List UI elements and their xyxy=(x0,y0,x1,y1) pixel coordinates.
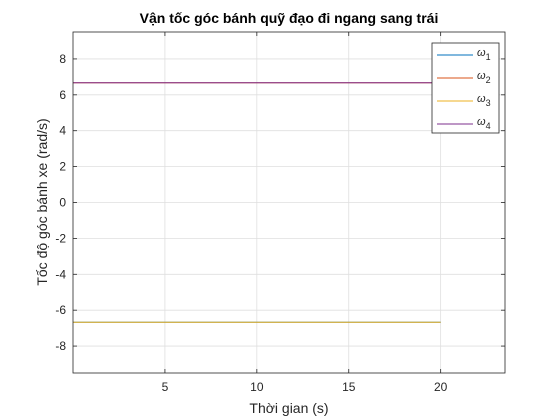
legend-box xyxy=(431,42,500,134)
legend-item-omega-2[interactable]: ω2 xyxy=(437,70,491,85)
x-tick-label: 10 xyxy=(250,380,264,394)
y-tick-label: -2 xyxy=(55,231,66,245)
x-tick-label: 15 xyxy=(342,380,356,394)
legend-label: ω4 xyxy=(477,116,491,131)
grid xyxy=(73,32,505,373)
tick-labels: 5 10 15 20 -8 -6 -4 -2 0 2 4 6 8 xyxy=(55,52,447,394)
y-tick-label: -8 xyxy=(55,339,66,353)
x-tick-label: 5 xyxy=(162,380,169,394)
legend-label: ω3 xyxy=(477,93,491,108)
legend[interactable]: ω1 ω2 ω3 ω4 xyxy=(431,42,500,134)
y-tick-label: 4 xyxy=(59,124,66,138)
legend-label: ω2 xyxy=(477,70,491,85)
y-axis-label: Tốc độ góc bánh xe (rad/s) xyxy=(34,118,50,285)
y-tick-label: 0 xyxy=(59,196,66,210)
x-axis-label: Thời gian (s) xyxy=(249,400,328,416)
y-tick-label: 6 xyxy=(59,88,66,102)
y-tick-label: 8 xyxy=(59,52,66,66)
y-tick-label: -6 xyxy=(55,303,66,317)
chart-title: Vận tốc góc bánh quỹ đạo đi ngang sang t… xyxy=(140,10,439,26)
y-tick-label: -4 xyxy=(55,267,66,281)
series-lines xyxy=(73,82,441,323)
axis-ticks xyxy=(73,32,505,373)
y-tick-label: 2 xyxy=(59,160,66,174)
legend-label: ω1 xyxy=(477,47,491,62)
legend-item-omega-3[interactable]: ω3 xyxy=(437,93,491,108)
legend-item-omega-1[interactable]: ω1 xyxy=(437,47,491,62)
legend-item-omega-4[interactable]: ω4 xyxy=(437,116,491,131)
x-tick-label: 20 xyxy=(434,380,448,394)
